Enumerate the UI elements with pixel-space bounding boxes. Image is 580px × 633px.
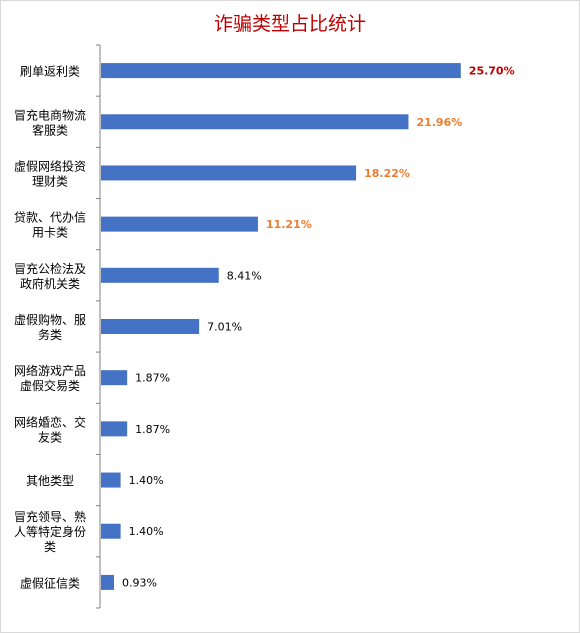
category-label-4: 冒充公检法及政府机关类 — [14, 261, 86, 291]
bar-9 — [101, 523, 121, 539]
bar-5 — [101, 319, 200, 334]
category-label-3: 贷款、代办信用卡类 — [14, 210, 86, 240]
category-label-9: 冒充领导、熟人等特定身份类 — [14, 509, 86, 554]
bar-3 — [101, 216, 258, 232]
bar-4 — [101, 267, 219, 283]
value-label-0: 25.70% — [469, 65, 515, 78]
category-labels: 刷单返利类冒充电商物流客服类虚假网络投资理财类贷款、代办信用卡类冒充公检法及政府… — [14, 65, 86, 591]
category-label-2: 虚假网络投资理财类 — [14, 158, 86, 188]
bars-group — [101, 63, 461, 590]
axis-ticks — [96, 44, 100, 609]
value-label-8: 1.40% — [129, 474, 164, 487]
chart-title: 诈骗类型占比统计 — [214, 13, 366, 35]
category-label-7: 网络婚恋、交友类 — [14, 414, 86, 444]
category-label-5: 虚假购物、服务类 — [14, 312, 86, 342]
value-label-9: 1.40% — [129, 525, 164, 538]
value-label-3: 11.21% — [266, 218, 312, 231]
value-label-4: 8.41% — [227, 269, 262, 282]
value-label-6: 1.87% — [135, 372, 170, 385]
value-label-1: 21.96% — [416, 116, 462, 129]
bar-8 — [101, 472, 121, 488]
category-label-10: 虚假征信类 — [20, 576, 80, 590]
value-label-7: 1.87% — [135, 423, 170, 436]
bar-10 — [101, 574, 115, 590]
bar-0 — [101, 63, 461, 79]
value-label-2: 18.22% — [364, 167, 410, 180]
category-label-6: 网络游戏产品虚假交易类 — [14, 363, 86, 393]
value-label-10: 0.93% — [122, 576, 157, 589]
category-label-0: 刷单返利类 — [20, 65, 80, 79]
category-label-1: 冒充电商物流客服类 — [14, 107, 86, 137]
bar-1 — [101, 114, 409, 130]
bar-2 — [101, 165, 357, 181]
value-labels: 25.70% 21.96% 18.22% 11.21% 8.41% 7.01% 1.87% 1… — [122, 65, 515, 590]
category-label-8: 其他类型 — [26, 474, 74, 488]
bar-6 — [101, 370, 128, 386]
bar-7 — [101, 421, 128, 437]
value-label-5: 7.01% — [207, 321, 242, 334]
